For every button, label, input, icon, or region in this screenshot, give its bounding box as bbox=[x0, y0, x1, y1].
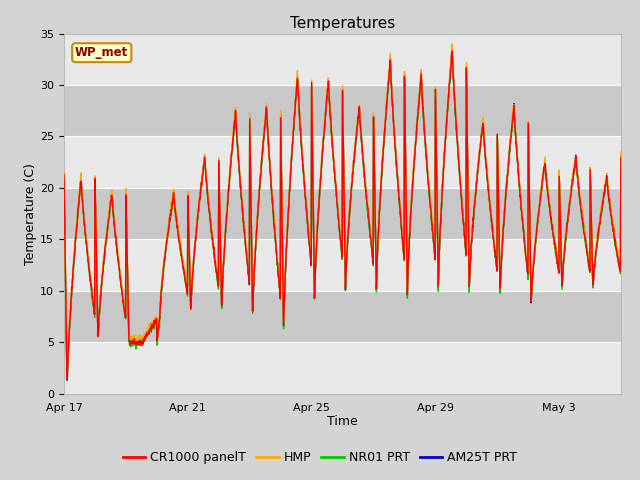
Bar bbox=[64, 342, 621, 394]
Bar bbox=[64, 136, 621, 188]
Title: Temperatures: Temperatures bbox=[290, 16, 395, 31]
X-axis label: Time: Time bbox=[327, 415, 358, 428]
Bar bbox=[64, 188, 621, 240]
Text: WP_met: WP_met bbox=[75, 46, 129, 59]
Bar bbox=[64, 34, 621, 85]
Bar bbox=[64, 240, 621, 291]
Legend: CR1000 panelT, HMP, NR01 PRT, AM25T PRT: CR1000 panelT, HMP, NR01 PRT, AM25T PRT bbox=[118, 446, 522, 469]
Bar bbox=[64, 291, 621, 342]
Bar bbox=[64, 85, 621, 136]
Y-axis label: Temperature (C): Temperature (C) bbox=[24, 163, 37, 264]
